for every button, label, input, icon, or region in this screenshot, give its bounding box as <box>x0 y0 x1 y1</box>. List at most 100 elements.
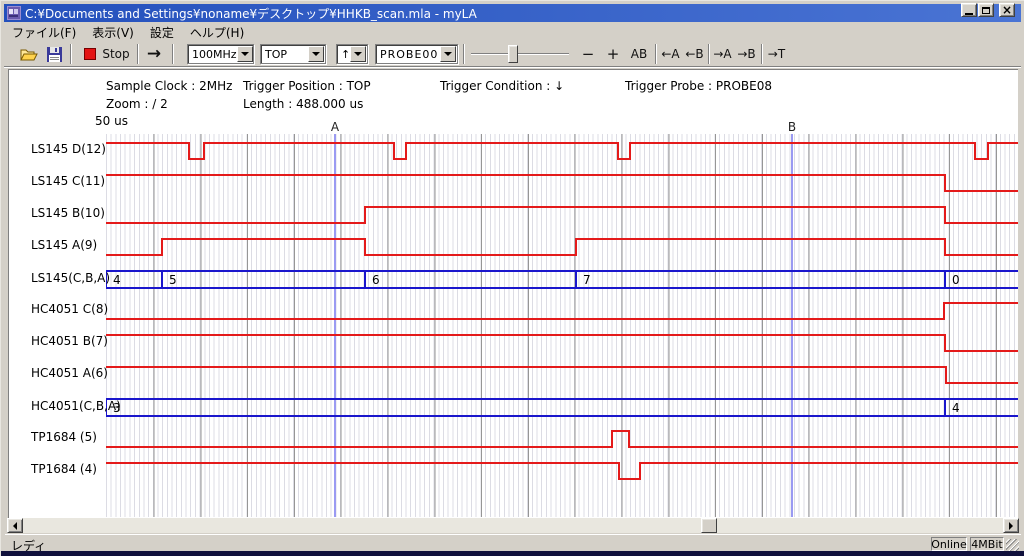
trigger-position-info: Trigger Position : TOP <box>243 79 371 93</box>
bottom-edge <box>1 551 1024 556</box>
title-bar: C:¥Documents and Settings¥noname¥デスクトップ¥… <box>4 4 1021 22</box>
stop-label: Stop <box>102 47 130 61</box>
online-status-badge: Online <box>931 537 967 551</box>
trigger-position-combo[interactable]: TOP <box>260 44 326 64</box>
ab-label: AB <box>630 47 648 61</box>
toolbar-separator <box>463 44 465 64</box>
bus-value: 0 <box>952 273 960 287</box>
waveform-digital <box>106 334 1018 352</box>
chevron-down-icon <box>312 52 320 56</box>
sample-clock-value: 100MHz <box>192 47 237 61</box>
trigger-position-value: TOP <box>265 47 288 61</box>
floppy-disk-icon <box>46 46 62 62</box>
trigger-condition-info: Trigger Condition : ↓ <box>440 79 565 93</box>
probe-value: PROBE00 <box>380 47 439 61</box>
zoom-in-label: + <box>606 45 620 63</box>
waveform-digital <box>106 174 1018 192</box>
marker-label-a: A <box>330 120 340 134</box>
set-b-label: →B <box>737 47 756 61</box>
toolbar-separator <box>761 44 763 64</box>
open-folder-icon <box>20 49 38 61</box>
waveform-digital <box>106 462 1018 480</box>
combo-dropdown-button[interactable] <box>440 46 456 62</box>
online-label: Online <box>931 537 967 551</box>
scroll-left-button[interactable] <box>7 518 23 533</box>
zoom-out-label: − <box>581 45 595 63</box>
set-marker-b-button[interactable]: →B <box>735 43 758 65</box>
zoom-in-button[interactable]: + <box>602 43 624 65</box>
goto-b-label: ←B <box>685 47 704 61</box>
signal-label: HC4051(C,B,A) <box>31 399 121 413</box>
signal-label: LS145 D(12) <box>31 142 106 156</box>
signal-label: HC4051 A(6) <box>31 366 108 380</box>
signal-label: TP1684 (4) <box>31 462 97 476</box>
toolbar-separator <box>172 44 174 64</box>
arrow-left-icon <box>13 521 17 530</box>
chevron-down-icon <box>444 52 452 56</box>
waveform-digital <box>106 206 1018 224</box>
goto-marker-b-button[interactable]: ←B <box>683 43 706 65</box>
minimize-icon <box>965 12 973 15</box>
scrollbar-thumb[interactable] <box>701 518 717 533</box>
save-button[interactable] <box>43 43 65 65</box>
goto-trigger-button[interactable]: →T <box>765 43 788 65</box>
goto-marker-a-button[interactable]: ←A <box>659 43 682 65</box>
waveform-digital <box>106 238 1018 256</box>
length-info: Length : 488.000 us <box>243 97 364 111</box>
close-button[interactable]: × <box>999 3 1015 17</box>
zoom-out-button[interactable]: − <box>577 43 599 65</box>
sample-clock-info: Sample Clock : 2MHz <box>106 79 233 93</box>
stop-button[interactable]: Stop <box>80 43 134 65</box>
close-icon: × <box>1001 3 1013 17</box>
bus-value: 6 <box>372 273 380 287</box>
menu-item-3[interactable]: ヘルプ(H) <box>189 25 245 40</box>
open-file-button[interactable] <box>18 43 40 65</box>
zoom-slider-thumb[interactable] <box>508 45 518 63</box>
toolbar-separator <box>655 44 657 64</box>
menu-item-1[interactable]: 表示(V) <box>92 25 134 40</box>
toolbar-separator <box>137 44 139 64</box>
menu-bar: ファイル(F) 表示(V) 設定 ヘルプ(H) <box>4 23 1021 41</box>
toolbar-separator <box>70 44 72 64</box>
zoom-slider-track[interactable] <box>471 53 569 55</box>
bus-value: 5 <box>169 273 177 287</box>
signal-label: TP1684 (5) <box>31 430 97 444</box>
bus-value: 4 <box>952 401 960 415</box>
waveform-digital <box>106 430 1018 448</box>
menu-item-0[interactable]: ファイル(F) <box>12 25 77 40</box>
zoom-info: Zoom : / 2 <box>106 97 168 111</box>
trigger-probe-info: Trigger Probe : PROBE08 <box>625 79 773 93</box>
menu-item-2[interactable]: 設定 <box>149 25 174 40</box>
combo-dropdown-button[interactable] <box>236 46 253 62</box>
memory-label: 4MBit <box>971 537 1003 551</box>
trigger-edge-combo[interactable]: ↑ <box>336 44 368 64</box>
marker-label-b: B <box>787 120 797 134</box>
horizontal-scrollbar[interactable] <box>7 518 1019 533</box>
resize-grip[interactable] <box>1006 539 1019 551</box>
status-bar: レディ Online 4MBit <box>5 534 1021 553</box>
run-button[interactable]: → <box>142 43 166 65</box>
waveform-grid[interactable] <box>106 134 1018 517</box>
combo-dropdown-button[interactable] <box>350 46 367 62</box>
run-arrow-icon: → <box>146 44 162 64</box>
set-marker-a-button[interactable]: →A <box>711 43 734 65</box>
signal-label: HC4051 B(7) <box>31 334 108 348</box>
signal-label: LS145 C(11) <box>31 174 106 188</box>
set-a-label: →A <box>713 47 732 61</box>
probe-combo[interactable]: PROBE00 <box>375 44 458 64</box>
chevron-down-icon <box>354 52 363 56</box>
minimize-button[interactable] <box>961 3 977 17</box>
toolbar-separator <box>708 44 710 64</box>
maximize-button[interactable] <box>978 3 994 17</box>
bus-value: 7 <box>583 273 591 287</box>
ab-button[interactable]: AB <box>626 43 652 65</box>
waveform-digital <box>106 366 1018 384</box>
bus-value: 4 <box>113 273 121 287</box>
sample-clock-combo[interactable]: 100MHz <box>187 44 254 64</box>
stop-icon <box>84 48 97 60</box>
combo-dropdown-button[interactable] <box>308 46 324 62</box>
maximize-icon <box>982 6 990 14</box>
app-icon <box>7 6 21 20</box>
scroll-right-button[interactable] <box>1003 518 1019 533</box>
